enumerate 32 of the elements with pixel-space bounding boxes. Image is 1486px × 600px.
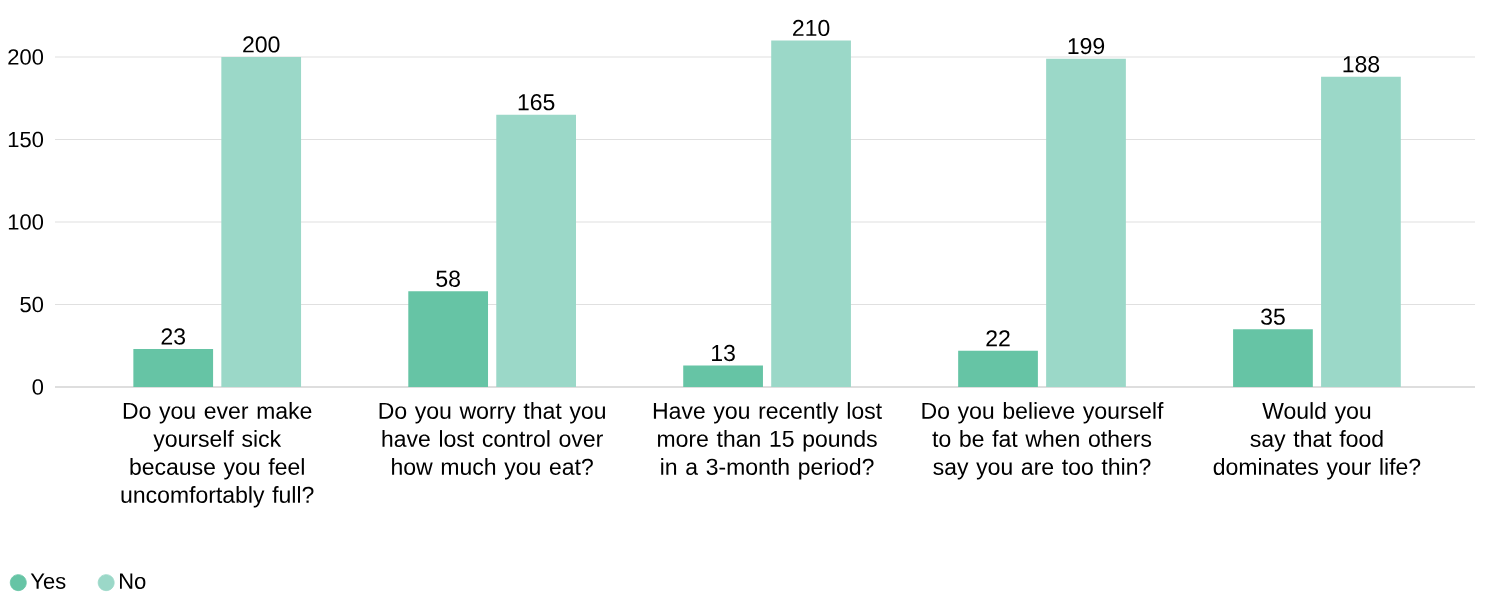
legend-label: Yes xyxy=(30,573,66,590)
data-label: 23 xyxy=(161,328,185,345)
x-tick-label: Have you recently lost more than 15 pounds in a 3-month period? xyxy=(653,402,882,480)
bar xyxy=(1233,329,1313,388)
data-label: 200 xyxy=(243,36,280,53)
legend-label: No xyxy=(119,573,146,590)
bar xyxy=(1046,58,1126,388)
bar xyxy=(496,114,576,388)
x-tick-label: Would you say that food dominates your life? xyxy=(1213,402,1421,480)
data-label: 35 xyxy=(1261,308,1285,325)
data-label: 199 xyxy=(1068,38,1105,55)
y-tick-label: 100 xyxy=(8,214,44,230)
x-tick-label: Do you ever make yourself sick because you feel uncomfortably full? xyxy=(121,402,314,508)
bar xyxy=(133,349,214,388)
y-tick-label: 50 xyxy=(20,296,44,313)
data-label: 188 xyxy=(1343,56,1380,73)
data-label: 58 xyxy=(436,270,460,288)
bar xyxy=(771,40,851,388)
x-tick-label: Do you believe yourself to be fat when others say you are too thin? xyxy=(922,402,1164,480)
y-tick-label: 150 xyxy=(8,131,44,148)
data-label: 13 xyxy=(712,345,735,362)
bar xyxy=(683,365,763,388)
bar xyxy=(221,57,302,388)
y-tick-label: 0 xyxy=(32,379,44,395)
data-label: 165 xyxy=(518,94,555,111)
x-tick-label: Do you worry that you have lost control over how much you eat? xyxy=(379,402,605,480)
bar xyxy=(958,350,1038,388)
data-label: 22 xyxy=(986,330,1010,347)
bar xyxy=(1321,76,1401,388)
bar xyxy=(408,291,489,388)
data-label: 210 xyxy=(793,19,830,37)
y-tick-label: 200 xyxy=(8,49,44,65)
